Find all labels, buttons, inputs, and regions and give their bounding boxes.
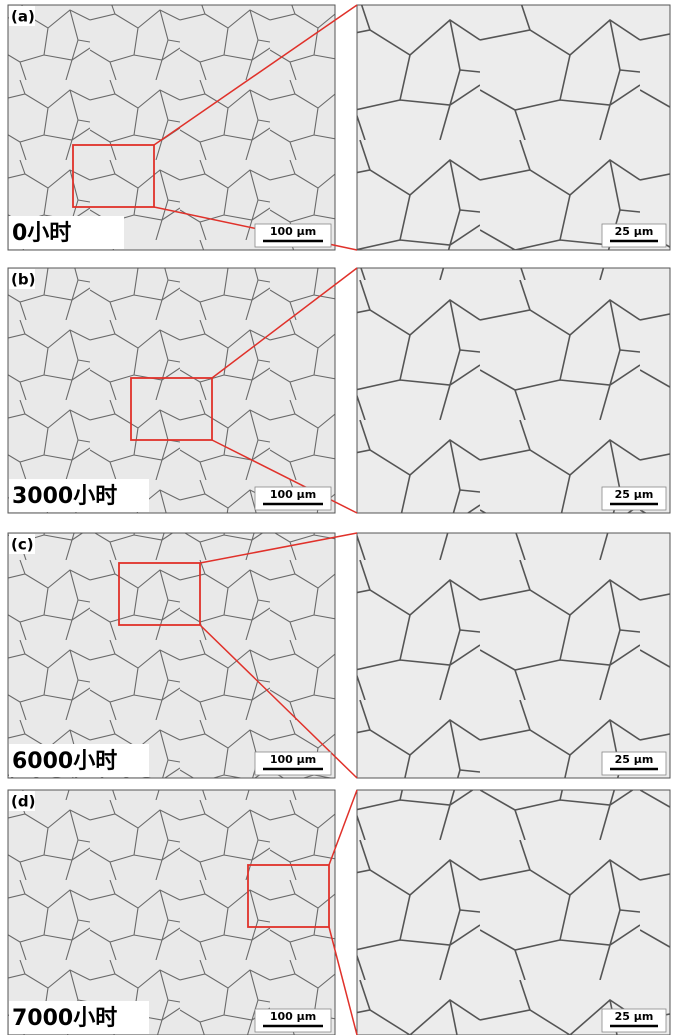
- time-label: 6000小时: [12, 749, 117, 774]
- scale-bar-text: 100 μm: [270, 753, 316, 766]
- panel-label: (d): [11, 793, 35, 811]
- micrograph-right: [357, 533, 670, 778]
- panel-label: (b): [11, 271, 35, 289]
- scale-bar-text: 25 μm: [615, 488, 654, 501]
- figure: (a) 0小时 100 μm 25 μm (b) 3000小时 100 μm 25 μm (c)…: [0, 0, 676, 1035]
- micrograph-right: [357, 268, 670, 513]
- micrograph-right: [357, 790, 670, 1035]
- micrograph-left: [8, 790, 335, 1035]
- micrograph-right: [357, 5, 670, 250]
- scale-bar-text: 25 μm: [615, 225, 654, 238]
- micrograph-left: [8, 268, 335, 513]
- time-label: 7000小时: [12, 1006, 117, 1031]
- panel-label: (c): [11, 536, 34, 554]
- time-label: 3000小时: [12, 484, 117, 509]
- micrograph-left: [8, 533, 335, 778]
- scale-bar-text: 25 μm: [615, 1010, 654, 1023]
- time-label: 0小时: [12, 221, 71, 246]
- scale-bar-text: 100 μm: [270, 1010, 316, 1023]
- scale-bar-text: 100 μm: [270, 225, 316, 238]
- micrograph-left: [8, 5, 335, 250]
- scale-bar-text: 100 μm: [270, 488, 316, 501]
- panel-label: (a): [11, 8, 35, 26]
- scale-bar-text: 25 μm: [615, 753, 654, 766]
